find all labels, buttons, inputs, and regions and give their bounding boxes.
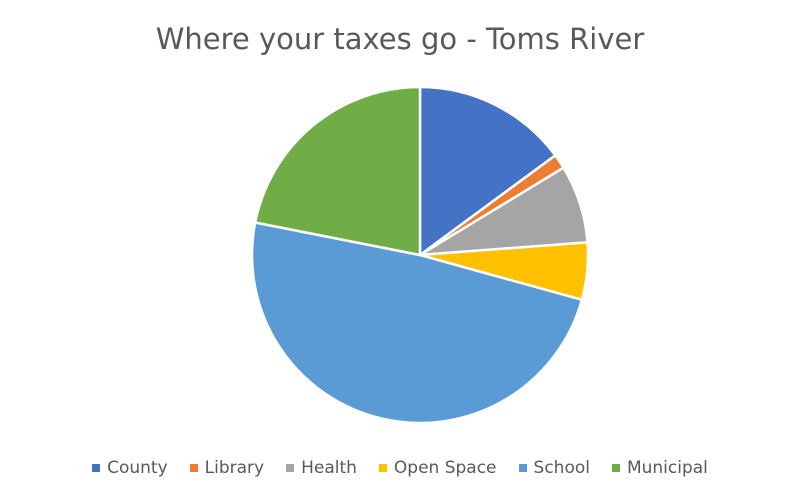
- legend-item-county: County: [92, 458, 168, 478]
- pie-slice-county: [418, 85, 557, 257]
- legend-item-health: Health: [286, 458, 357, 478]
- legend-swatch-open-space: [378, 464, 387, 472]
- chart-title: Where your taxes go - Toms River: [155, 22, 645, 56]
- legend-label: Library: [204, 458, 265, 478]
- pie-slice-school: [250, 221, 584, 425]
- legend-swatch-library: [189, 464, 198, 472]
- pie-slices: [250, 85, 590, 425]
- legend-label: School: [533, 458, 590, 478]
- legend-label: County: [107, 458, 168, 478]
- legend-item-open-space: Open Space: [378, 458, 497, 478]
- legend-item-library: Library: [189, 458, 265, 478]
- legend-swatch-county: [92, 464, 101, 472]
- legend-swatch-school: [518, 464, 527, 472]
- legend-label: Municipal: [626, 458, 708, 478]
- pie-slice-municipal: [253, 85, 422, 257]
- chart-legend: County Library Health Open Space School Munic…: [0, 458, 800, 478]
- legend-item-school: School: [518, 458, 590, 478]
- legend-item-municipal: Municipal: [611, 458, 708, 478]
- legend-swatch-health: [286, 464, 295, 472]
- legend-label: Open Space: [393, 458, 497, 478]
- legend-label: Health: [301, 458, 357, 478]
- legend-swatch-municipal: [611, 464, 620, 472]
